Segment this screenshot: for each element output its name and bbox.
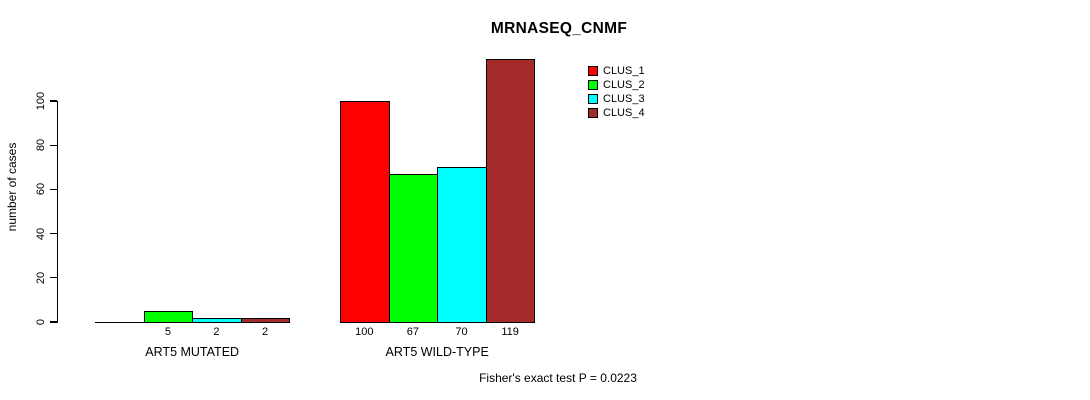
bar-clus_1-wildtype	[340, 101, 390, 323]
group-label: ART5 MUTATED	[145, 345, 240, 359]
legend-label: CLUS_4	[603, 107, 645, 119]
bar-clus_3-wildtype	[437, 167, 487, 323]
y-tick	[50, 100, 57, 102]
bar-clus_1-zero	[95, 321, 145, 323]
legend-label: CLUS_3	[603, 93, 645, 105]
legend-item: CLUS_3	[588, 92, 645, 106]
y-tick-label: 100	[35, 91, 47, 111]
bar-clus_3-mutated	[192, 317, 242, 323]
bar-clus_4-wildtype	[485, 59, 536, 323]
legend-swatch-clus_3	[588, 94, 598, 104]
y-tick-label: 20	[35, 271, 47, 284]
y-tick-label: 0	[35, 318, 47, 326]
bar-value-label: 100	[355, 326, 374, 338]
legend-label: CLUS_1	[603, 65, 645, 77]
bar-value-label: 2	[213, 326, 220, 338]
y-tick-label: 60	[35, 183, 47, 196]
bar-clus_2-wildtype	[388, 173, 439, 323]
y-tick	[50, 188, 57, 190]
bar-clus_4-mutated	[240, 317, 291, 323]
legend-item: CLUS_4	[588, 106, 645, 120]
bar-clus_2-mutated	[143, 310, 194, 323]
y-tick	[50, 321, 57, 323]
bar-value-label: 67	[406, 326, 420, 338]
bar-value-label: 119	[501, 326, 519, 338]
chart-title: MRNASEQ_CNMF	[490, 20, 628, 37]
y-tick-label: 80	[35, 139, 47, 152]
y-tick-label: 40	[35, 227, 47, 240]
bar-value-label: 5	[164, 326, 171, 338]
y-tick	[50, 144, 57, 146]
stat-annotation: Fisher's exact test P = 0.0223	[479, 371, 637, 385]
group-label: ART5 WILD-TYPE	[385, 345, 489, 359]
legend-swatch-clus_1	[588, 66, 598, 76]
legend-swatch-clus_4	[588, 108, 598, 118]
legend-swatch-clus_2	[588, 80, 598, 90]
legend: CLUS_1 CLUS_2 CLUS_3 CLUS_4	[588, 64, 645, 120]
legend-label: CLUS_2	[603, 79, 645, 91]
legend-item: CLUS_1	[588, 64, 645, 78]
y-tick	[50, 277, 57, 279]
legend-item: CLUS_2	[588, 78, 645, 92]
bar-value-label: 70	[455, 326, 468, 338]
y-axis-line	[57, 101, 59, 323]
bar-value-label: 2	[262, 326, 269, 338]
y-tick	[50, 233, 57, 235]
